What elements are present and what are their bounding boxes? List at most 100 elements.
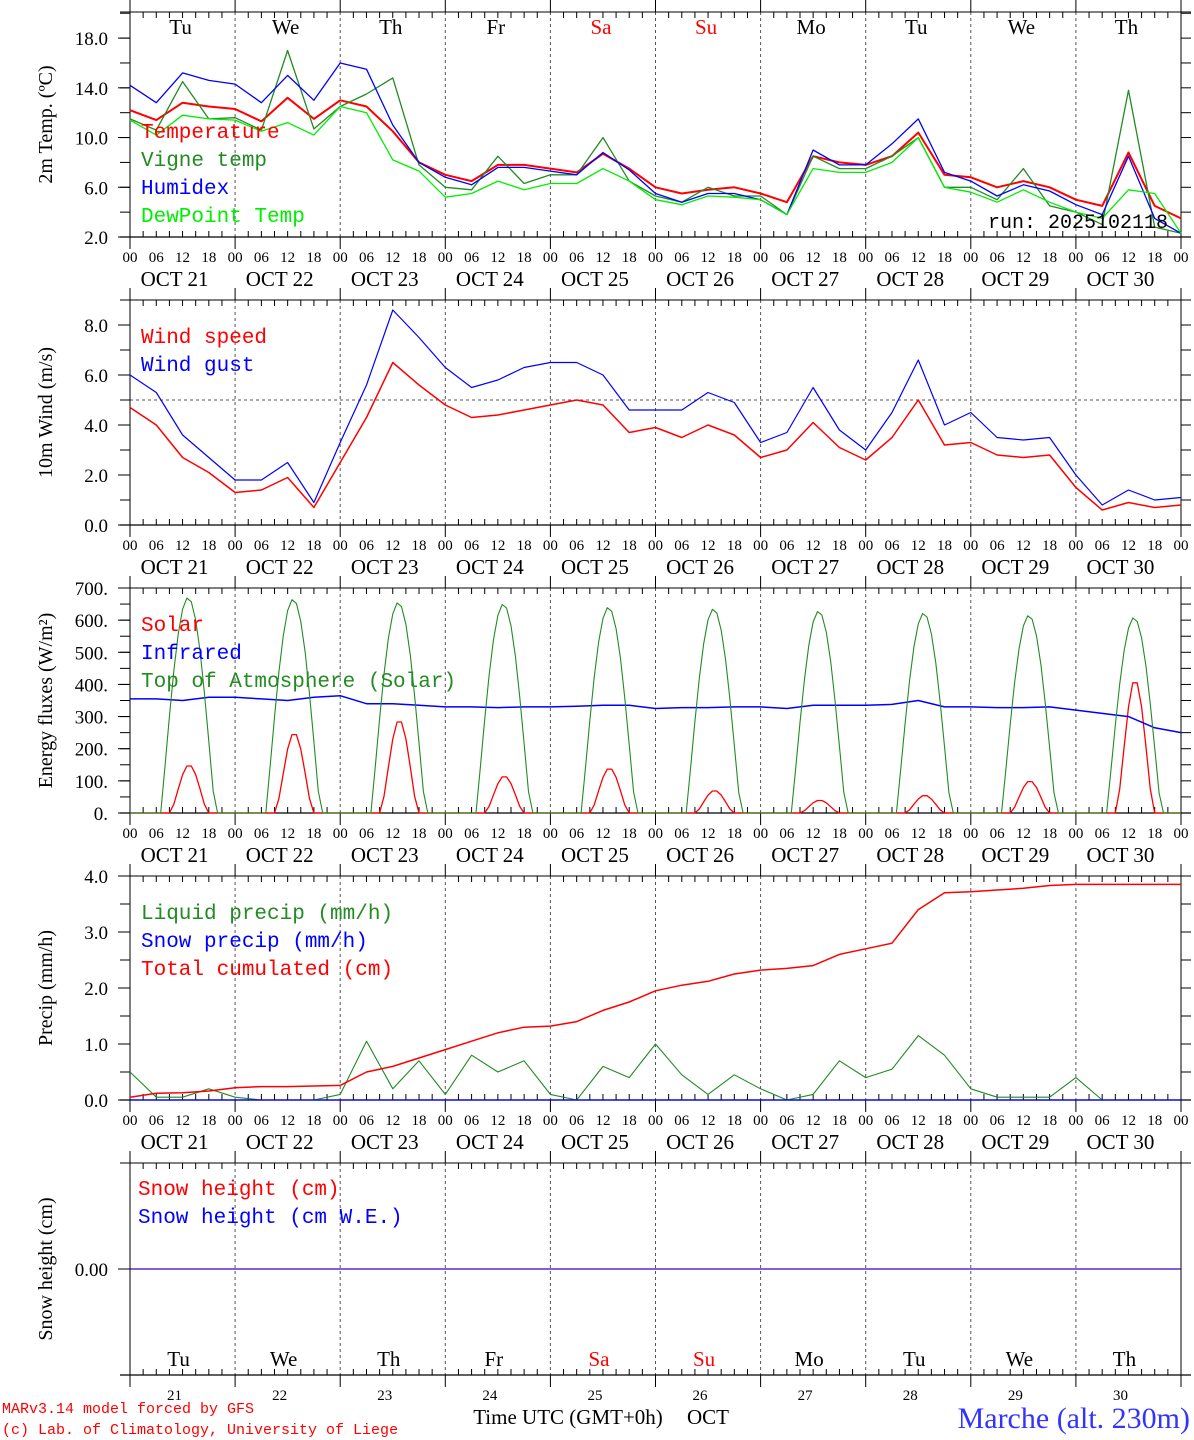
y-tick-label: 400. bbox=[75, 675, 108, 696]
hour-label: 18 bbox=[201, 250, 216, 266]
date-label: OCT 24 bbox=[456, 267, 524, 291]
hour-label: 00 bbox=[228, 1113, 243, 1129]
site-name: Marche (alt. 230m) bbox=[958, 1402, 1190, 1435]
hour-label: 12 bbox=[806, 1113, 821, 1129]
y-tick-label: 2.0 bbox=[84, 979, 108, 1000]
hour-label: 06 bbox=[149, 1113, 165, 1129]
date-label: OCT 26 bbox=[666, 555, 734, 579]
y-axis-label: Snow height (cm) bbox=[35, 1197, 57, 1340]
hour-label: 18 bbox=[832, 1113, 847, 1129]
x-axis-label: Time UTC (GMT+0h) bbox=[473, 1405, 663, 1429]
hour-label: 06 bbox=[569, 1113, 585, 1129]
hour-label: 06 bbox=[990, 826, 1006, 842]
hour-label: 12 bbox=[1016, 826, 1031, 842]
day-of-week-label: Sa bbox=[590, 15, 612, 39]
hour-label: 18 bbox=[832, 250, 847, 266]
hour-label: 18 bbox=[201, 826, 216, 842]
hour-label: 06 bbox=[674, 538, 690, 554]
hour-label: 00 bbox=[228, 826, 243, 842]
hour-label: 00 bbox=[1068, 250, 1083, 266]
y-axis-label: Precip (mm/h) bbox=[35, 930, 57, 1046]
day-of-week-label: Fr bbox=[487, 15, 506, 39]
date-label: OCT 30 bbox=[1087, 267, 1155, 291]
month-label: OCT bbox=[687, 1405, 729, 1429]
y-tick-label: 10.0 bbox=[75, 129, 108, 150]
series-line bbox=[129, 309, 1182, 506]
y-tick-label: 500. bbox=[75, 643, 108, 664]
hour-label: 18 bbox=[517, 538, 532, 554]
date-label: OCT 30 bbox=[1087, 843, 1155, 867]
hour-label: 06 bbox=[359, 250, 375, 266]
date-label: OCT 26 bbox=[666, 1130, 734, 1154]
hour-label: 06 bbox=[779, 1113, 795, 1129]
date-label: OCT 29 bbox=[981, 555, 1049, 579]
date-label: OCT 22 bbox=[246, 267, 314, 291]
hour-label: 12 bbox=[701, 250, 716, 266]
hour-label: 12 bbox=[385, 1113, 400, 1129]
hour-label: 18 bbox=[201, 538, 216, 554]
hour-label: 18 bbox=[1147, 826, 1162, 842]
hour-label: 12 bbox=[701, 538, 716, 554]
legend-entry: Top of Atmosphere (Solar) bbox=[141, 671, 456, 694]
hour-label: 00 bbox=[753, 250, 768, 266]
date-label: OCT 23 bbox=[351, 267, 419, 291]
hour-label: 00 bbox=[648, 1113, 663, 1129]
hour-label: 06 bbox=[1095, 250, 1111, 266]
hour-label: 00 bbox=[333, 826, 348, 842]
hour-label: 18 bbox=[727, 250, 742, 266]
hour-label: 00 bbox=[1068, 538, 1083, 554]
date-label: OCT 22 bbox=[246, 555, 314, 579]
date-label: OCT 28 bbox=[876, 1130, 944, 1154]
hour-label: 06 bbox=[1095, 538, 1111, 554]
y-tick-label: 18.0 bbox=[75, 29, 108, 50]
hour-label: 00 bbox=[1068, 1113, 1083, 1129]
legend-entry: Infrared bbox=[141, 643, 242, 666]
hour-label: 00 bbox=[648, 250, 663, 266]
series-line bbox=[129, 883, 1181, 1098]
day-number-label: 21 bbox=[167, 1388, 182, 1404]
hour-label: 00 bbox=[858, 538, 873, 554]
date-label: OCT 25 bbox=[561, 267, 629, 291]
panel-2 bbox=[118, 288, 1191, 537]
day-of-week-label: Tu bbox=[903, 1347, 926, 1371]
panel-5 bbox=[118, 1151, 1191, 1387]
legend-entry: DewPoint Temp bbox=[141, 206, 305, 229]
y-tick-label: 14.0 bbox=[75, 79, 108, 100]
date-label: OCT 23 bbox=[351, 555, 419, 579]
hour-label: 00 bbox=[648, 538, 663, 554]
hour-label: 06 bbox=[569, 538, 585, 554]
hour-label: 06 bbox=[359, 1113, 375, 1129]
hour-label: 12 bbox=[911, 250, 926, 266]
y-tick-label: 4.0 bbox=[84, 416, 108, 437]
y-tick-label: 0.00 bbox=[75, 1260, 108, 1281]
hour-label: 06 bbox=[254, 1113, 270, 1129]
hour-label: 18 bbox=[517, 826, 532, 842]
hour-label: 18 bbox=[727, 538, 742, 554]
hour-label: 00 bbox=[438, 826, 453, 842]
hour-label: 12 bbox=[806, 250, 821, 266]
hour-label: 06 bbox=[464, 1113, 480, 1129]
hour-label: 12 bbox=[595, 826, 610, 842]
date-label: OCT 23 bbox=[351, 1130, 419, 1154]
legend-entry: Humidex bbox=[141, 178, 229, 201]
hour-label: 06 bbox=[990, 250, 1006, 266]
hour-label: 00 bbox=[858, 1113, 873, 1129]
hour-label: 00 bbox=[858, 826, 873, 842]
y-tick-label: 300. bbox=[75, 708, 108, 729]
hour-label: 12 bbox=[1121, 538, 1136, 554]
hour-label: 12 bbox=[490, 538, 505, 554]
date-label: OCT 30 bbox=[1087, 1130, 1155, 1154]
date-label: OCT 21 bbox=[141, 1130, 209, 1154]
hour-label: 18 bbox=[937, 1113, 952, 1129]
hour-label: 12 bbox=[806, 826, 821, 842]
hour-label: 18 bbox=[937, 826, 952, 842]
hour-label: 18 bbox=[1147, 1113, 1162, 1129]
y-tick-label: 0.0 bbox=[84, 1091, 108, 1112]
series-line bbox=[129, 361, 1182, 511]
legend-entry: Vigne temp bbox=[141, 150, 267, 173]
legend-entry: Wind gust bbox=[141, 355, 254, 378]
legend-entry: Snow precip (mm/h) bbox=[141, 931, 368, 954]
hour-label: 18 bbox=[1042, 538, 1057, 554]
hour-label: 00 bbox=[333, 1113, 348, 1129]
